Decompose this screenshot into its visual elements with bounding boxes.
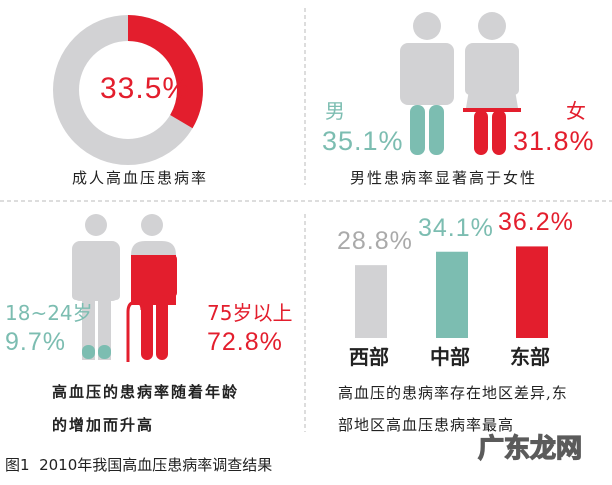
old-age-label: 75岁以上 [207, 301, 293, 325]
male-value: 35.1% [322, 126, 404, 156]
region-caption-line2: 部地区高血压患病率最高 [338, 416, 515, 434]
overall-value-label: 33.5% [100, 72, 191, 105]
bar-1 [436, 251, 468, 338]
old-age-value: 72.8% [207, 328, 283, 356]
overall-caption: 成人高血压患病率 [72, 169, 209, 187]
region-bar-chart [355, 246, 548, 338]
donut-prevalence-slice [53, 15, 203, 165]
elderly-figure-icon [126, 214, 177, 362]
bar-category-label: 东部 [510, 345, 550, 369]
young-age-value: 9.7% [5, 328, 66, 356]
bar-category-label: 西部 [349, 345, 389, 369]
figure-title: 图1 2010年我国高血压患病率调查结果 [5, 456, 273, 474]
female-figure-icon [463, 12, 521, 155]
young-adult-figure-icon [72, 214, 120, 360]
male-label: 男 [325, 99, 345, 123]
female-label: 女 [566, 99, 586, 123]
bar-value-label: 28.8% [337, 227, 413, 256]
donut-chart [53, 15, 203, 165]
bar-value-label: 36.2% [498, 208, 574, 237]
bar-value-label: 34.1% [418, 213, 494, 242]
male-figure-icon [400, 12, 454, 155]
gender-caption: 男性患病率显著高于女性 [350, 169, 538, 187]
age-caption-line2: 的增加而升高 [52, 416, 155, 434]
region-caption-line1: 高血压的患病率存在地区差异,东 [338, 384, 568, 402]
bar-0 [355, 265, 387, 338]
bar-2 [516, 246, 548, 338]
young-age-label: 18~24岁 [5, 301, 93, 325]
female-value: 31.8% [513, 126, 595, 156]
age-caption-line1: 高血压的患病率随着年龄 [52, 383, 240, 401]
watermark-logo: 广东龙网 [477, 434, 583, 464]
bar-category-label: 中部 [430, 345, 470, 369]
